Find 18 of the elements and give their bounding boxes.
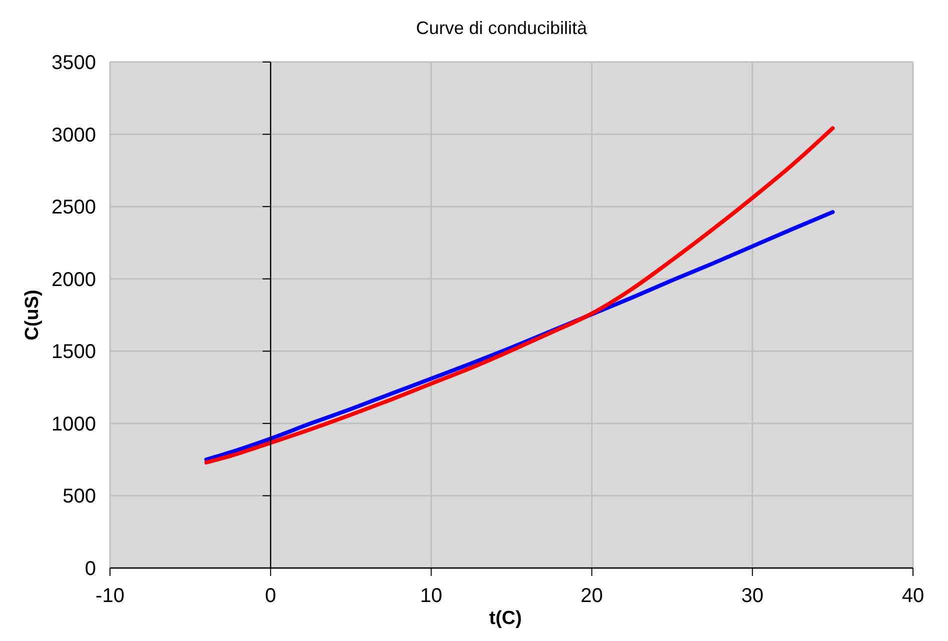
x-axis-title: t(C) — [489, 608, 522, 629]
y-tick-label: 2500 — [52, 196, 96, 219]
x-tick-label: -10 — [96, 585, 124, 607]
x-tick-label: 30 — [741, 585, 764, 607]
y-axis-title: C(uS) — [22, 290, 43, 340]
chart-title: Curve di conducibilità — [416, 18, 588, 38]
y-tick-label: 3500 — [52, 52, 96, 74]
y-tick-label: 3000 — [52, 124, 96, 146]
x-tick-label: 40 — [902, 585, 924, 607]
y-tick-label: 0 — [84, 558, 96, 580]
line-series — [204, 126, 835, 464]
x-tick-label: 0 — [265, 585, 276, 607]
x-tick-label: 20 — [580, 585, 603, 607]
y-tick-label: 500 — [62, 486, 96, 508]
y-tick-label: 2000 — [52, 268, 96, 291]
y-tick-label: 1500 — [52, 341, 96, 364]
x-tick-label: 10 — [420, 585, 442, 607]
y-tick-label: 1000 — [52, 413, 96, 436]
